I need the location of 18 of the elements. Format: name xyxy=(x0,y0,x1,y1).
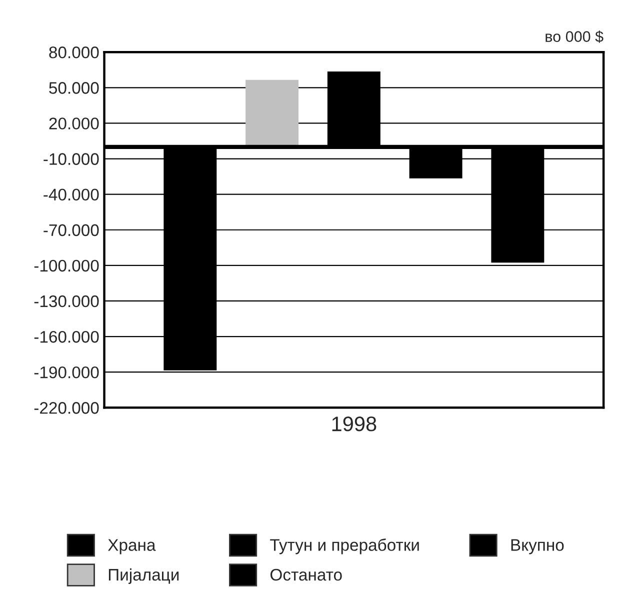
legend-label: Останато xyxy=(270,568,342,581)
y-tick-label: 80.000 xyxy=(49,46,99,58)
y-tick-label: -160.000 xyxy=(34,330,99,343)
y-tick-label: -40.000 xyxy=(44,188,99,201)
y-tick-label: -100.000 xyxy=(34,260,99,272)
legend-label: Вкупно xyxy=(511,539,564,554)
x-tick-label: 1998 xyxy=(332,416,376,432)
legend-label: Пијалаци xyxy=(108,568,179,584)
legend-label: Тутун и преработки xyxy=(270,538,419,554)
legend-label: Храна xyxy=(108,539,156,554)
y-tick-label: -70.000 xyxy=(44,224,99,236)
text: во 000 $ xyxy=(546,30,604,43)
y-tick-label: -190.000 xyxy=(34,366,99,378)
y-tick-label: -130.000 xyxy=(34,295,99,308)
y-tick-label: -10.000 xyxy=(44,153,99,165)
y-tick-label: 50.000 xyxy=(49,82,99,94)
y-tick-label: 20.000 xyxy=(49,118,99,130)
y-tick-label: -220.000 xyxy=(34,402,99,414)
